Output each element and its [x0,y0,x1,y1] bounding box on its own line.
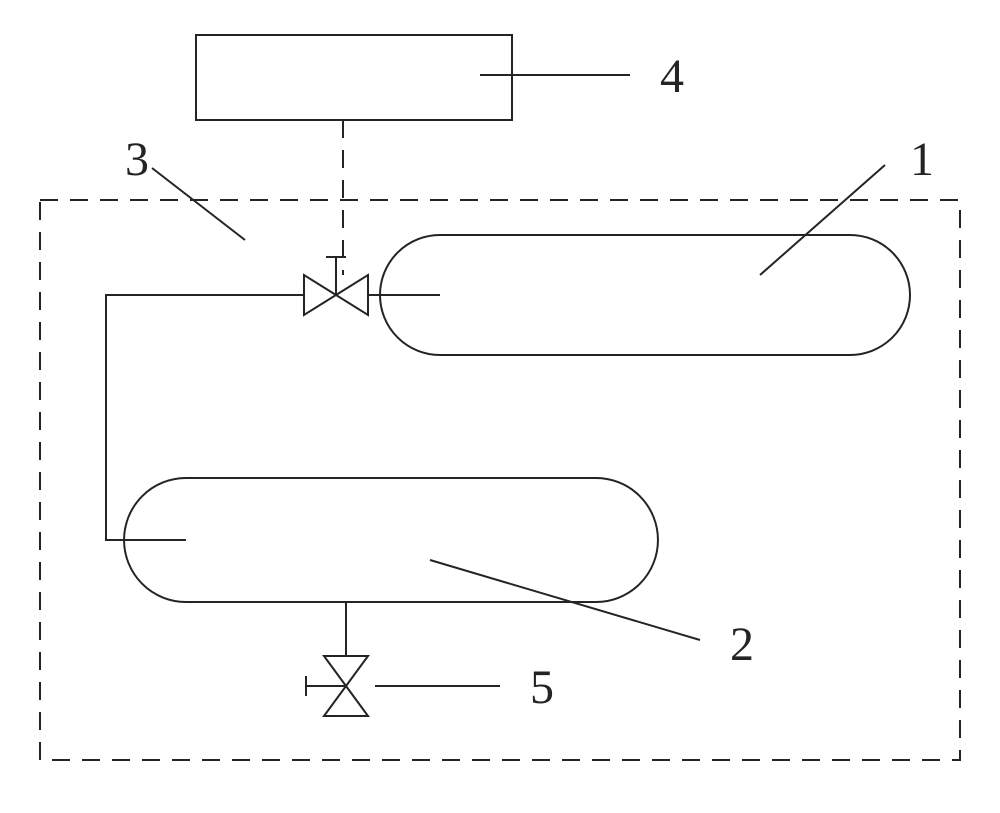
label-2: 2 [730,618,754,671]
valve-top [304,257,368,315]
diagram-canvas: 1 2 3 4 5 [0,0,1000,813]
leader-3 [152,168,245,240]
tank-top [380,235,910,355]
leader-1 [760,165,885,275]
label-3: 3 [125,133,149,186]
label-1: 1 [910,133,934,186]
tank-bottom [124,478,658,602]
dashed-boundary [40,200,960,760]
leader-2 [430,560,700,640]
label-4: 4 [660,50,684,103]
valve-bottom [306,656,368,716]
label-5: 5 [530,661,554,714]
controller-box [196,35,512,120]
